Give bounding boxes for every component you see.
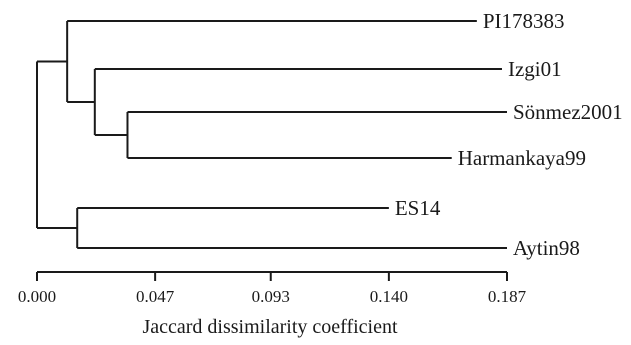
- tick-label-0: 0.000: [18, 287, 56, 306]
- tick-label-4: 0.187: [488, 287, 527, 306]
- tick-label-3: 0.140: [370, 287, 408, 306]
- leaf-label-harmankaya99: Harmankaya99: [458, 146, 586, 170]
- leaf-label-group: PI178383 Izgi01 Sönmez2001 Harmankaya99 ES14…: [395, 9, 623, 260]
- leaf-label-es14: ES14: [395, 196, 441, 220]
- x-axis-ticks: 0.000 0.047 0.093 0.140 0.187: [18, 272, 527, 306]
- x-axis-title: Jaccard dissimilarity coefficient: [142, 316, 398, 338]
- leaf-label-aytin98: Aytin98: [513, 236, 580, 260]
- tick-label-2: 0.093: [252, 287, 290, 306]
- branch-group: [36, 20, 507, 249]
- leaf-label-pi178383: PI178383: [483, 9, 565, 33]
- tick-label-1: 0.047: [136, 287, 175, 306]
- leaf-label-izgi01: Izgi01: [508, 57, 562, 81]
- leaf-label-sonmez2001: Sönmez2001: [513, 100, 623, 124]
